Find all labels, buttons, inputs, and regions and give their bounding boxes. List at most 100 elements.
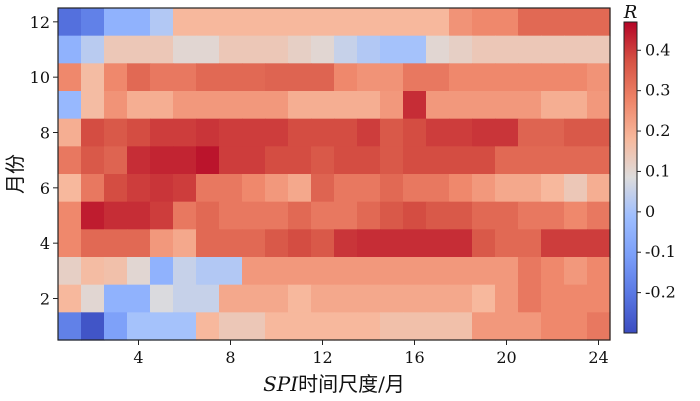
- heatmap-cell: [357, 63, 381, 92]
- heatmap-cell: [380, 35, 404, 64]
- heatmap-cell: [426, 201, 450, 230]
- heatmap-cell: [219, 312, 243, 341]
- heatmap-cell: [265, 174, 289, 203]
- heatmap-cell: [127, 229, 151, 258]
- heatmap-cell: [334, 91, 358, 120]
- heatmap-cell: [265, 201, 289, 230]
- heatmap-cell: [58, 312, 82, 341]
- heatmap-cell: [403, 8, 427, 37]
- heatmap-cell: [219, 229, 243, 258]
- heatmap-cell: [541, 118, 565, 147]
- heatmap-cell: [196, 284, 220, 313]
- heatmap-cell: [518, 146, 542, 175]
- heatmap-cell: [449, 201, 473, 230]
- heatmap-cell: [311, 312, 335, 341]
- heatmap-cell: [357, 118, 381, 147]
- heatmap-cell: [495, 257, 519, 286]
- heatmap-cell: [150, 174, 174, 203]
- heatmap-cell: [196, 229, 220, 258]
- heatmap-cell: [196, 91, 220, 120]
- heatmap-cell: [311, 257, 335, 286]
- x-tick-label: 12: [312, 348, 332, 367]
- heatmap-cell: [196, 312, 220, 341]
- heatmap-cell: [173, 229, 197, 258]
- heatmap-cell: [564, 35, 588, 64]
- heatmap-cell: [288, 91, 312, 120]
- heatmap-cell: [564, 257, 588, 286]
- heatmap-cell: [564, 91, 588, 120]
- heatmap-cell: [518, 91, 542, 120]
- heatmap-cell: [81, 174, 105, 203]
- heatmap-cell: [472, 174, 496, 203]
- heatmap-cell: [564, 174, 588, 203]
- heatmap-cell: [242, 201, 266, 230]
- y-tick-label: 8: [40, 124, 50, 143]
- heatmap-cell: [518, 284, 542, 313]
- heatmap-cell: [173, 118, 197, 147]
- heatmap-cell: [472, 146, 496, 175]
- heatmap-cell: [219, 284, 243, 313]
- heatmap-cell: [357, 229, 381, 258]
- heatmap-cell: [357, 91, 381, 120]
- heatmap-cell: [127, 146, 151, 175]
- x-tick-label: 24: [588, 348, 608, 367]
- heatmap-cell: [334, 312, 358, 341]
- x-axis-label-italic: SPI: [263, 372, 299, 396]
- heatmap-cell: [58, 257, 82, 286]
- heatmap-cell: [242, 91, 266, 120]
- x-axis-label-rest: 时间尺度/月: [298, 372, 405, 396]
- heatmap-cell: [495, 201, 519, 230]
- heatmap-cell: [541, 201, 565, 230]
- y-axis-label: 月份: [3, 154, 27, 194]
- heatmap-cell: [288, 312, 312, 341]
- heatmap-cell: [265, 257, 289, 286]
- heatmap-cell: [380, 229, 404, 258]
- heatmap-cell: [357, 312, 381, 341]
- y-tick-label: 10: [30, 68, 50, 87]
- heatmap-cell: [334, 257, 358, 286]
- heatmap-cell: [357, 284, 381, 313]
- heatmap-cell: [518, 35, 542, 64]
- heatmap-cell: [495, 174, 519, 203]
- plot-frame: [57, 7, 611, 341]
- heatmap-cell: [288, 229, 312, 258]
- heatmap-cell: [150, 201, 174, 230]
- heatmap-cell: [58, 174, 82, 203]
- heatmap-cell: [104, 284, 128, 313]
- heatmap-cell: [219, 8, 243, 37]
- heatmap-cell: [104, 146, 128, 175]
- heatmap-cell: [311, 35, 335, 64]
- heatmap-cell: [242, 63, 266, 92]
- heatmap-cell: [518, 8, 542, 37]
- heatmap-cell: [541, 257, 565, 286]
- heatmap-cell: [587, 63, 611, 92]
- heatmap-cell: [380, 146, 404, 175]
- heatmap-cell: [242, 118, 266, 147]
- heatmap-cell: [219, 174, 243, 203]
- heatmap-cell: [403, 63, 427, 92]
- heatmap-cell: [219, 63, 243, 92]
- heatmap-cell: [357, 146, 381, 175]
- x-tick-label: 20: [496, 348, 516, 367]
- heatmap-cell: [380, 118, 404, 147]
- heatmap-cell: [495, 284, 519, 313]
- heatmap-cell: [426, 284, 450, 313]
- heatmap-cell: [380, 257, 404, 286]
- x-axis-ticks: 4 8 12 16 20 24: [133, 340, 609, 367]
- heatmap-cell: [173, 63, 197, 92]
- heatmap-cell: [196, 257, 220, 286]
- heatmap-cell: [127, 174, 151, 203]
- heatmap-cell: [334, 146, 358, 175]
- heatmap-cell: [357, 257, 381, 286]
- heatmap-cell: [219, 118, 243, 147]
- heatmap-cell: [587, 257, 611, 286]
- heatmap-cell: [472, 229, 496, 258]
- heatmap-cell: [334, 201, 358, 230]
- heatmap-cell: [58, 63, 82, 92]
- heatmap-cell: [472, 35, 496, 64]
- heatmap-cell: [81, 35, 105, 64]
- heatmap-cell: [334, 35, 358, 64]
- heatmap-cell: [288, 146, 312, 175]
- heatmap-cell: [104, 229, 128, 258]
- colorbar-tick-label: 0.4: [645, 40, 670, 59]
